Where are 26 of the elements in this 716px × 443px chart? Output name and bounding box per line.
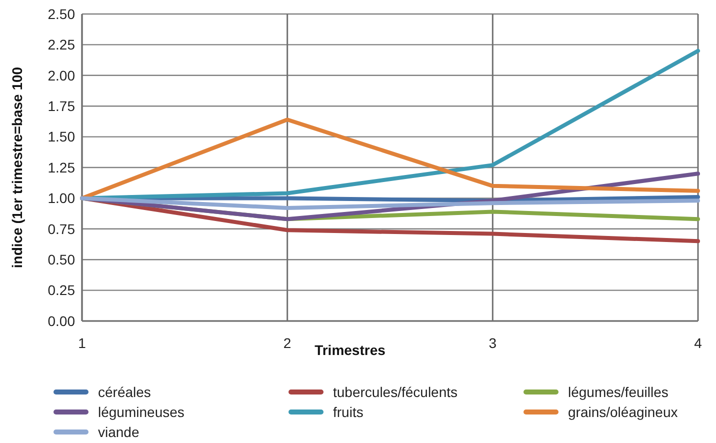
legend-label: légumineuses: [98, 404, 184, 420]
line-series: [80, 118, 700, 200]
y-tick-label: 2.00: [48, 67, 76, 84]
y-tick-label: 2.25: [48, 36, 76, 53]
x-tick-label: 1: [78, 335, 86, 351]
legend-label: grains/oléagineux: [568, 404, 678, 420]
x-axis-title: Trimestres: [314, 342, 386, 358]
legend-label: tubercules/féculents: [333, 384, 458, 400]
legend-label: légumes/feuilles: [568, 384, 668, 400]
y-tick-label: 2.50: [48, 6, 76, 22]
y-tick-label: 1.75: [48, 98, 76, 114]
y-tick-label: 0.00: [48, 312, 76, 329]
line-series: [80, 196, 700, 210]
y-axis-title: indice (1er trimestre=base 100: [9, 66, 25, 268]
y-tick-label: 0.75: [48, 220, 76, 237]
y-tick-label: 1.25: [48, 159, 76, 176]
x-tick-label: 2: [283, 335, 292, 351]
y-tick-label: 1.50: [48, 128, 76, 145]
y-tick-label: 1.00: [48, 190, 76, 206]
x-tick-label: 4: [694, 335, 702, 351]
x-tick-label: 3: [488, 335, 497, 351]
y-tick-label: 0.50: [48, 252, 76, 268]
legend-label: fruits: [333, 404, 364, 420]
legend-label: viande: [98, 424, 140, 440]
legend-label: céréales: [98, 384, 151, 400]
y-tick-label: 0.25: [48, 282, 76, 298]
